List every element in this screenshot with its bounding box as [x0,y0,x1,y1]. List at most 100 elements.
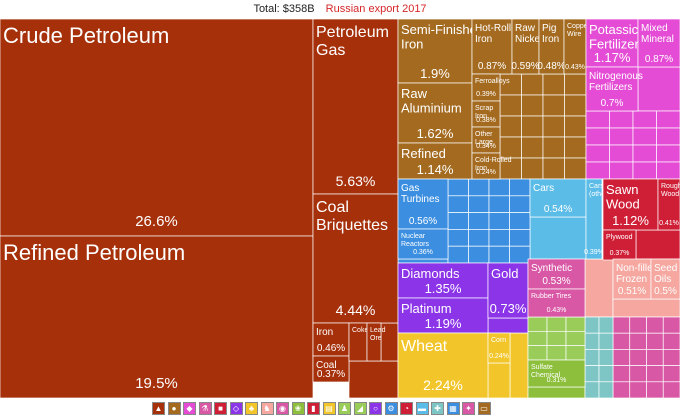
small-metal-tile [521,73,544,96]
small-machine-tile [447,245,469,264]
small-machine-tile [447,229,469,247]
tile-value: 4.44% [336,302,376,318]
gem-icon[interactable]: ◇ [229,402,243,415]
tile-scrap-iron [471,100,501,128]
small-food-tile [546,345,567,361]
small-misc-tile [646,381,664,398]
gauge-icon[interactable]: ◔ [400,402,413,415]
tile-label: Semi-Finished [401,22,484,37]
tile-cars [529,178,587,218]
tile-label: Iron [401,37,423,52]
small-machine-tile [509,212,531,230]
wood-icon[interactable]: ▮ [307,402,320,415]
small-food-tile [565,345,586,361]
tile-label: Rubber Tires [531,293,572,300]
car-icon[interactable]: ▬ [415,402,429,415]
tile-value: 0.24% [489,353,509,360]
gear-icon[interactable]: ⚙ [384,402,398,415]
tile-value: 1.17% [594,50,631,65]
shoe-icon[interactable]: ◢ [353,402,367,415]
small-misc-tile [612,349,631,366]
subtitle-label: Russian export 2017 [325,3,427,15]
tile-value: 1.19% [425,316,462,331]
tool-icon[interactable]: ✚ [431,402,444,415]
small-metal-tile [521,157,544,180]
tile-value: 0.54% [544,204,572,215]
tile-label: Scrap [475,105,493,112]
tile-label: Aluminium [401,101,462,116]
tile-value: 0.39% [584,249,604,256]
small-instrument-tile [598,381,614,398]
small-food-tile [565,330,586,347]
tile-mixed-mineral-or-chemical-fertilizers [637,19,680,68]
wheat-icon[interactable]: ♣ [245,402,258,415]
small-chemical-tile [609,127,634,146]
small-chemical-tile [609,144,634,163]
small-metal-tile [542,94,565,117]
tile-label: Ferroalloys [475,78,510,85]
tile-value: 1.9% [420,66,450,81]
tile-petroleum-gas [312,19,399,195]
small-machine-tile [488,212,510,230]
tile-label: Ore [370,335,382,342]
box-icon[interactable]: ▦ [446,402,460,415]
small-metal-tile [542,157,565,180]
chemicals-icon[interactable]: ◆ [183,402,196,415]
animal-icon[interactable]: ♞ [260,402,274,415]
ring-icon[interactable]: ○ [369,402,382,415]
tile-value: 0.56% [409,216,437,227]
tile-value: 0.59% [511,61,539,72]
tile-value: 0.7% [601,98,624,109]
small-food-tile [527,330,548,347]
category-legend: ▲ ● ◆ ⚗ ■ ◇ ♣ ♞ ◉ ❀ ▮ ▤ ♟ ◢ ○ ⚙ ◔ ▬ ✚ ▦ ✦ ▭ [152,402,493,418]
small-misc-tile [629,365,647,383]
tile-value: 0.48% [537,61,565,72]
tile-value: 0.39% [476,91,496,98]
tile-value: 0.31% [547,377,567,384]
small-misc-tile [646,349,664,366]
tile-cold-rolled-iron [471,152,501,180]
tile-label: Plywood [606,234,633,241]
small-chemical-tile [656,161,680,180]
tile-synthetic-rubber [527,258,586,290]
tile-label: Copper [567,23,591,30]
chart-title: Total: $358B Russian export 2017 [0,3,680,16]
metals-icon[interactable]: ● [167,402,181,415]
leaf-icon[interactable]: ❀ [291,402,305,415]
tile-gold [487,262,529,319]
small-machine-tile [447,195,469,213]
paper-icon[interactable]: ▤ [322,402,336,415]
stone-icon[interactable]: ■ [214,402,227,415]
small-metal-tile [521,94,544,117]
small-metal-tile [499,115,522,138]
total-label: Total: $358B [253,3,315,15]
sofa-icon[interactable]: ▭ [477,402,491,415]
flask-icon[interactable]: ⚗ [198,402,212,415]
tile-raw-aluminium [397,82,473,144]
small-instrument-tile [584,316,600,334]
plastic-icon[interactable]: ◉ [276,402,289,415]
tile-value: 26.6% [135,213,178,230]
small-machine-tile [468,212,490,230]
tile-value: 1.62% [417,126,454,141]
art-icon[interactable]: ✦ [462,402,475,415]
tile-value: 1.12% [612,213,649,228]
tile-value: 0.87% [478,61,506,72]
tile-ferroalloys [471,73,501,102]
small-metal-tile [542,73,565,96]
small-chemical-tile [585,144,610,163]
small-machine-tile [488,229,510,247]
tile-refined-petroleum [0,235,314,398]
small-food-tile [565,316,586,332]
tile-nitrogenous-fertilizers [585,66,639,112]
mineral-icon[interactable]: ▲ [152,402,165,415]
small-chemical-tile [632,127,657,146]
filler-tile [509,332,529,398]
small-instrument-tile [584,349,600,366]
tile-value: 0.36% [413,249,433,256]
filler-tile [635,229,680,260]
tile-potassic-fertilizers [585,19,639,68]
tile-label: Refined Petroleum [3,240,185,265]
shirt-icon[interactable]: ♟ [338,402,351,415]
tile-sawn-wood [602,178,659,231]
